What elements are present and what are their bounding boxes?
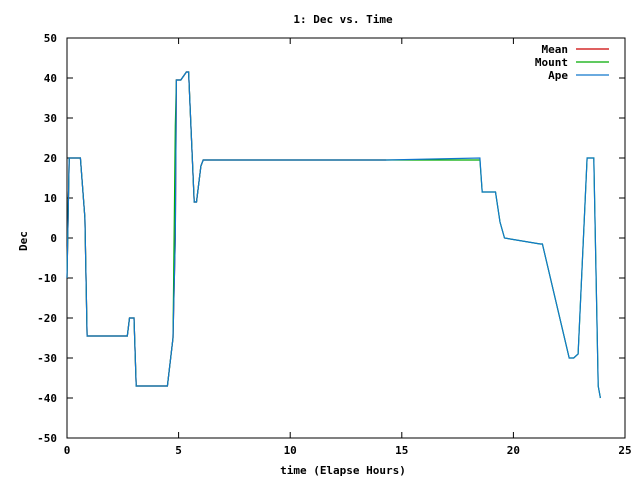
y-tick-label: 40: [44, 72, 57, 85]
series-line-ape: [66, 71, 601, 399]
x-tick-label: 15: [395, 444, 408, 457]
y-tick-label: 30: [44, 112, 57, 125]
axis-ticks: [66, 37, 626, 439]
y-tick-label: -20: [37, 312, 57, 325]
x-tick-label: 20: [507, 444, 520, 457]
legend-label: Mount: [535, 56, 568, 69]
y-tick-label: -40: [37, 392, 57, 405]
x-tick-label: 0: [64, 444, 71, 457]
legend-label: Ape: [548, 69, 568, 82]
y-tick-label: 10: [44, 192, 57, 205]
plot-area-border: [66, 37, 626, 439]
chart-title: 1: Dec vs. Time: [293, 13, 393, 26]
y-tick-label: 50: [44, 32, 57, 45]
x-tick-label: 5: [175, 444, 182, 457]
y-axis-label: Dec: [17, 231, 30, 251]
y-tick-label: -50: [37, 432, 57, 445]
y-tick-label: -10: [37, 272, 57, 285]
axis-tick-labels: 0 5 10 15 20 25 -50 -40 -30 -20 -10 0 10 20 30 40 50: [37, 32, 632, 457]
y-tick-label: -30: [37, 352, 57, 365]
series-line-mount: [66, 71, 601, 399]
x-axis-label: time (Elapse Hours): [280, 464, 406, 477]
y-tick-label: 0: [50, 232, 57, 245]
x-tick-label: 10: [284, 444, 297, 457]
series-layer: [66, 71, 601, 399]
x-tick-label: 25: [618, 444, 631, 457]
series-line-mean: [66, 71, 387, 387]
legend-label: Mean: [542, 43, 569, 56]
y-tick-label: 20: [44, 152, 57, 165]
